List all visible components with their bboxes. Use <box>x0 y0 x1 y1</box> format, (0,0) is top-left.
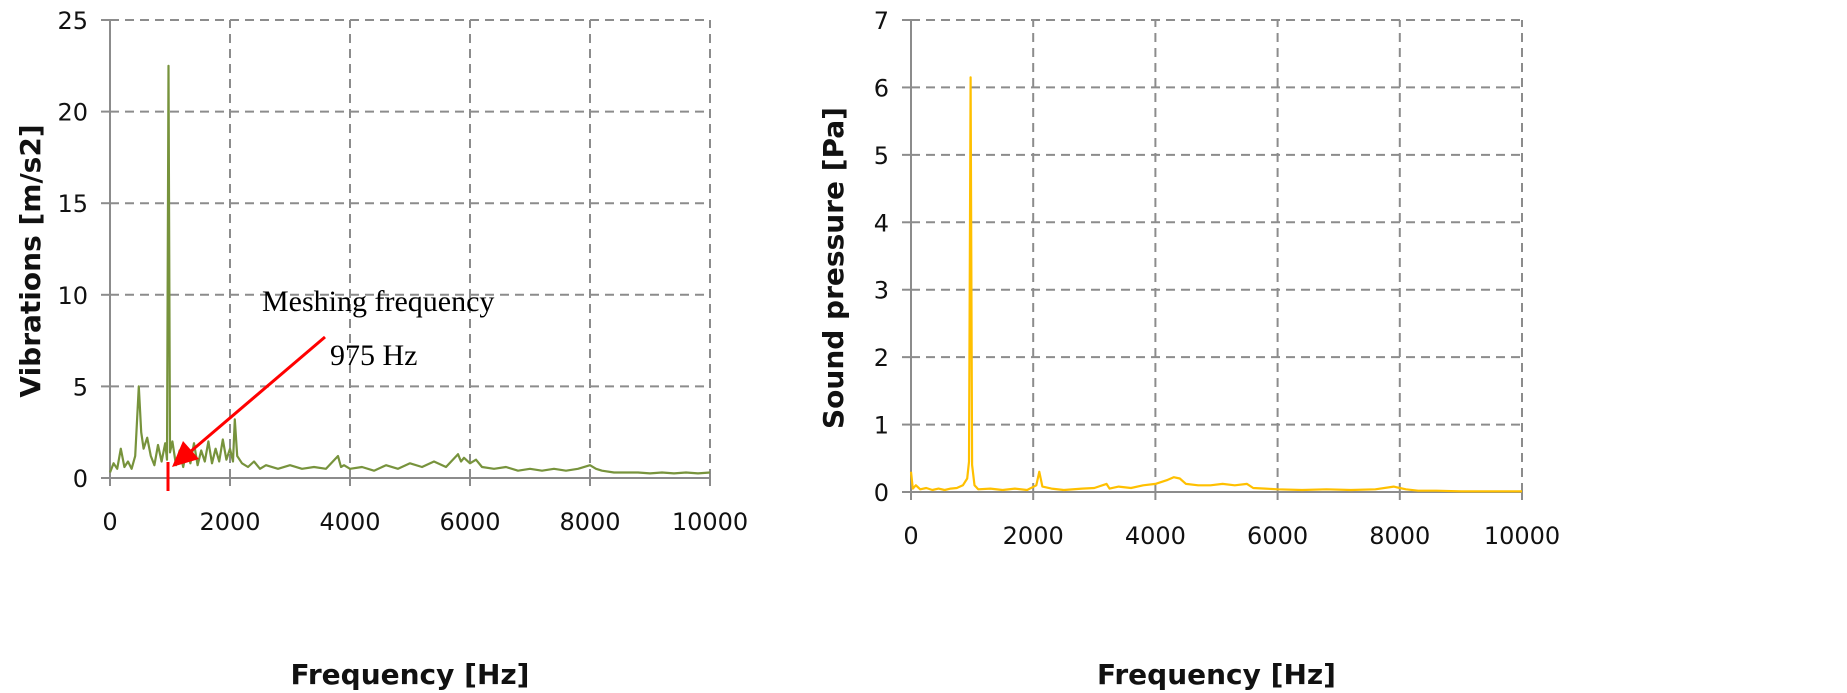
y-tick-label: 1 <box>874 412 889 440</box>
y-tick-label: 2 <box>874 344 889 372</box>
y-tick-label: 15 <box>57 190 88 218</box>
series-line <box>909 76 1522 493</box>
x-tick-label: 4000 <box>1125 522 1186 550</box>
y-tick-label: 3 <box>874 277 889 305</box>
x-tick-label: 0 <box>102 508 117 536</box>
x-tick-label: 8000 <box>559 508 620 536</box>
y-tick-label: 7 <box>874 7 889 35</box>
vibration-chart: 0 5 10 15 20 25 0 2000 4000 6000 8000 10000 Frequenc… <box>14 7 748 691</box>
x-tick-label: 10000 <box>672 508 748 536</box>
y-tick-label: 5 <box>73 373 88 401</box>
x-tick-label: 0 <box>903 522 918 550</box>
y-tick-label: 0 <box>874 479 889 507</box>
arrow-head-icon <box>172 441 199 467</box>
meshing-annotation: Meshing frequency 975 Hz <box>166 285 494 491</box>
y-tick-label: 20 <box>57 99 88 127</box>
x-tick-label: 2000 <box>199 508 260 536</box>
y-tick-label: 25 <box>57 7 88 35</box>
x-tick-label: 8000 <box>1369 522 1430 550</box>
sound-pressure-chart: 0 1 2 3 4 5 6 7 0 2000 4000 6000 8000 10000 Frequency … <box>817 7 1560 691</box>
annotation-label-line1: Meshing frequency <box>262 285 494 318</box>
annotation-arrow <box>189 335 326 454</box>
y-axis-title: Sound pressure [Pa] <box>817 107 850 429</box>
x-tick-label: 10000 <box>1484 522 1560 550</box>
y-tick-label: 5 <box>874 142 889 170</box>
y-tick-label: 0 <box>73 465 88 493</box>
series-line <box>108 64 711 475</box>
y-tick-label: 10 <box>57 282 88 310</box>
x-axis-title: Frequency [Hz] <box>1097 658 1336 691</box>
annotation-label-line2: 975 Hz <box>330 339 417 372</box>
x-tick-label: 2000 <box>1003 522 1064 550</box>
x-axis-title: Frequency [Hz] <box>291 658 530 691</box>
y-tick-label: 6 <box>874 74 889 102</box>
y-tick-label: 4 <box>874 209 889 237</box>
x-tick-label: 6000 <box>439 508 500 536</box>
x-tick-label: 6000 <box>1247 522 1308 550</box>
y-axis-title: Vibrations [m/s2] <box>14 124 47 397</box>
x-tick-label: 4000 <box>319 508 380 536</box>
